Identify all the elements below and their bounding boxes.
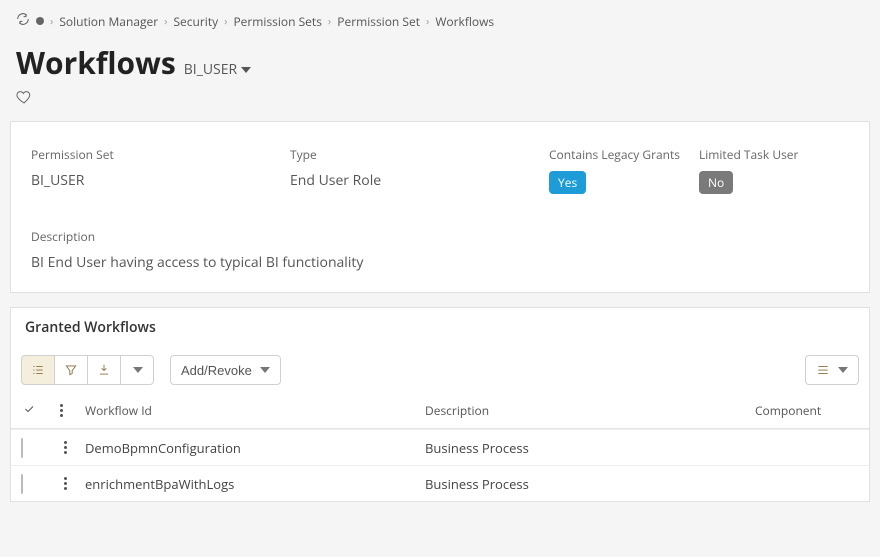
export-dropdown[interactable] (120, 355, 154, 385)
section-title: Granted Workflows (10, 307, 870, 347)
refresh-icon[interactable] (16, 12, 30, 30)
list-view-button[interactable] (21, 355, 55, 385)
field-limited-task-user: Limited Task User No (699, 146, 849, 194)
field-label: Permission Set (31, 146, 290, 163)
rows-icon (816, 363, 830, 377)
details-panel: Permission Set BI_USER Type End User Rol… (10, 121, 870, 293)
column-header-component[interactable]: Component (751, 394, 863, 427)
row-menu-icon[interactable] (57, 441, 73, 454)
chevron-down-icon (241, 67, 251, 73)
export-button[interactable] (87, 355, 121, 385)
field-description: Description BI End User having access to… (11, 204, 869, 292)
row-checkbox[interactable] (21, 438, 23, 458)
breadcrumb-item[interactable]: Solution Manager (59, 13, 158, 30)
field-value: End User Role (290, 171, 549, 190)
header-menu-icon[interactable] (53, 404, 69, 417)
field-label: Type (290, 146, 549, 163)
field-value: BI_USER (31, 171, 290, 190)
chevron-right-icon: › (224, 14, 227, 29)
chevron-down-icon (838, 367, 848, 373)
field-contains-legacy-grants: Contains Legacy Grants Yes (549, 146, 699, 194)
export-icon (97, 363, 111, 377)
page-title: Workflows (16, 42, 176, 83)
select-all-icon[interactable] (23, 402, 35, 419)
cell-component (751, 440, 863, 456)
breadcrumb-item[interactable]: Permission Sets (233, 13, 321, 30)
page-subtitle: BI_USER (184, 60, 237, 79)
workflows-toolbar: Add/Revoke (10, 347, 870, 393)
chevron-down-icon (133, 367, 143, 373)
density-button[interactable] (805, 355, 859, 385)
field-label: Limited Task User (699, 146, 849, 163)
table-header-row: Workflow Id Description Component (11, 393, 869, 429)
column-header-description[interactable]: Description (421, 394, 751, 427)
breadcrumb-item[interactable]: Permission Set (337, 13, 420, 30)
button-label: Add/Revoke (181, 363, 252, 378)
chevron-down-icon (260, 367, 270, 373)
status-dot-icon (36, 17, 44, 25)
chevron-right-icon: › (164, 14, 167, 29)
chevron-right-icon: › (328, 14, 331, 29)
filter-icon (64, 363, 78, 377)
chevron-right-icon: › (426, 14, 429, 29)
cell-workflow-id: enrichmentBpaWithLogs (81, 467, 421, 501)
field-label: Contains Legacy Grants (549, 146, 699, 163)
table-row[interactable]: enrichmentBpaWithLogs Business Process (11, 465, 869, 501)
breadcrumb: › Solution Manager › Security › Permissi… (0, 0, 880, 34)
cell-description: Business Process (421, 431, 751, 465)
row-checkbox[interactable] (21, 474, 23, 494)
chevron-right-icon: › (50, 14, 53, 29)
workflows-table: Workflow Id Description Component DemoBp… (10, 393, 870, 502)
column-header-workflow-id[interactable]: Workflow Id (81, 394, 421, 427)
cell-description: Business Process (421, 467, 751, 501)
favorite-icon[interactable] (16, 91, 32, 109)
status-badge: No (699, 171, 733, 194)
list-icon (31, 363, 45, 377)
breadcrumb-item[interactable]: Workflows (435, 13, 494, 30)
table-row[interactable]: DemoBpmnConfiguration Business Process (11, 429, 869, 465)
status-badge: Yes (549, 171, 586, 194)
filter-button[interactable] (54, 355, 88, 385)
breadcrumb-item[interactable]: Security (173, 13, 218, 30)
field-permission-set: Permission Set BI_USER (31, 146, 290, 194)
cell-component (751, 476, 863, 492)
row-menu-icon[interactable] (57, 477, 73, 490)
add-revoke-button[interactable]: Add/Revoke (170, 355, 281, 385)
field-value: BI End User having access to typical BI … (31, 253, 849, 272)
field-label: Description (31, 228, 849, 245)
page-subtitle-dropdown[interactable]: BI_USER (184, 60, 251, 79)
field-type: Type End User Role (290, 146, 549, 194)
cell-workflow-id: DemoBpmnConfiguration (81, 431, 421, 465)
